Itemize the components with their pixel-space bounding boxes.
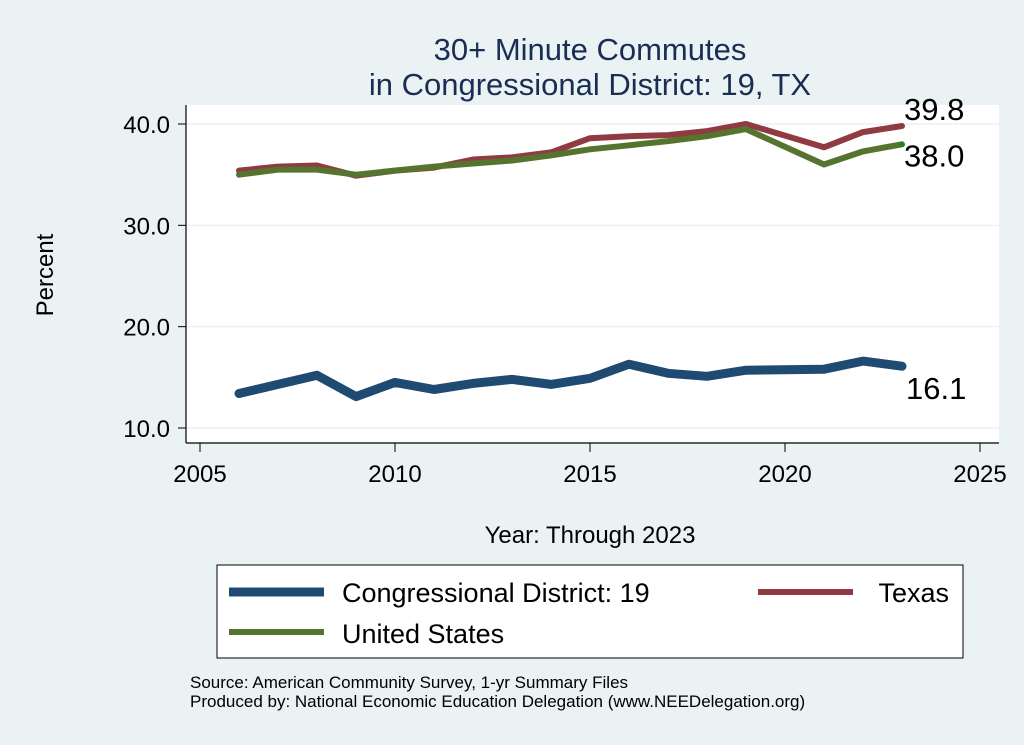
y-tick-label: 20.0 xyxy=(123,315,170,342)
x-tick-label: 2015 xyxy=(563,461,616,488)
x-axis-ticks: 2005 2010 2015 2020 2025 xyxy=(173,443,1007,488)
x-tick-label: 2010 xyxy=(368,461,421,488)
legend-label-united-states: United States xyxy=(342,619,504,649)
legend-label-district: Congressional District: 19 xyxy=(342,578,650,608)
series-layer xyxy=(234,121,907,402)
end-label-district: 16.1 xyxy=(906,371,966,406)
legend: Congressional District: 19 Texas United … xyxy=(216,564,964,659)
gridlines xyxy=(187,123,999,429)
chart-title-line-1: 30+ Minute Commutes xyxy=(434,32,747,67)
x-tick-label: 2005 xyxy=(173,461,226,488)
x-tick-label: 2020 xyxy=(758,461,811,488)
plot-area xyxy=(186,105,999,443)
y-tick-label: 30.0 xyxy=(123,213,170,240)
y-tick-label: 40.0 xyxy=(123,112,170,139)
x-tick-label: 2025 xyxy=(953,461,1006,488)
y-axis-ticks: 10.0 20.0 30.0 40.0 xyxy=(123,112,186,443)
source-note: Source: American Community Survey, 1-yr … xyxy=(190,673,628,692)
end-label-texas: 39.8 xyxy=(904,92,964,127)
y-tick-label: 10.0 xyxy=(123,416,170,443)
legend-box xyxy=(216,564,964,659)
legend-label-texas: Texas xyxy=(878,578,949,608)
produced-by-note: Produced by: National Economic Education… xyxy=(190,692,805,711)
x-axis-title: Year: Through 2023 xyxy=(485,522,696,549)
end-marker-united-states xyxy=(899,141,905,147)
end-labels: 16.1 39.8 38.0 xyxy=(899,92,966,406)
y-axis-title: Percent xyxy=(32,233,59,316)
end-label-united-states: 38.0 xyxy=(904,138,964,173)
chart-title-line-2: in Congressional District: 19, TX xyxy=(369,67,812,102)
